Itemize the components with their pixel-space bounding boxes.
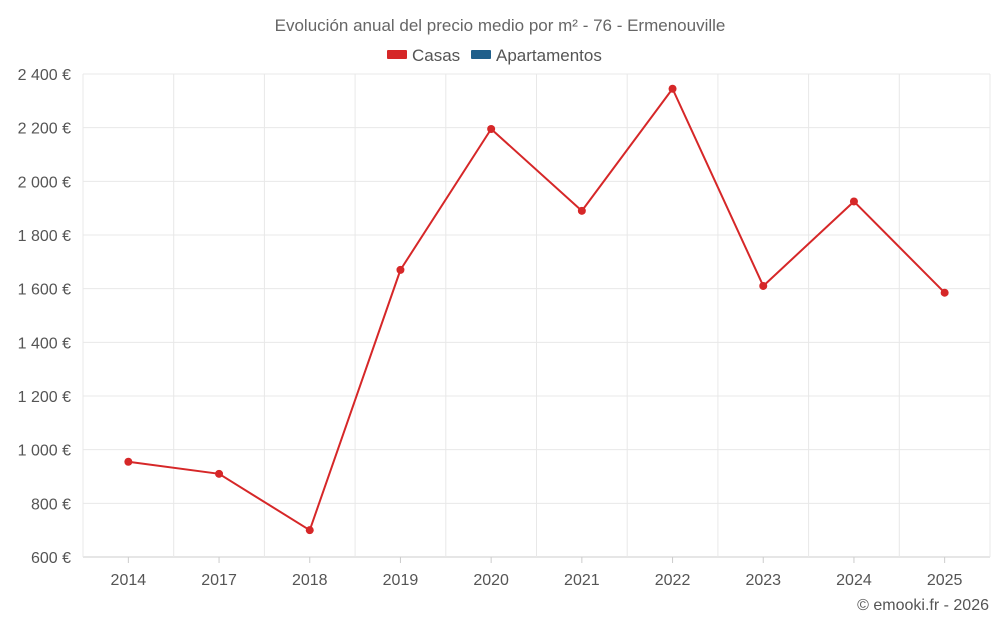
data-point[interactable] [759, 281, 768, 290]
legend-swatch-apartamentos [471, 50, 491, 59]
data-point[interactable] [577, 206, 586, 215]
y-tick-label: 2 400 € [18, 67, 71, 84]
y-tick-label: 2 000 € [18, 174, 71, 191]
series-line-casas [128, 87, 946, 532]
legend-label-apartamentos: Apartamentos [496, 46, 602, 65]
y-tick-label: 1 800 € [18, 228, 71, 245]
x-tick-label: 2021 [564, 572, 600, 589]
data-point[interactable] [305, 526, 314, 535]
legend: Casas Apartamentos [387, 46, 602, 65]
legend-item-apartamentos[interactable]: Apartamentos [471, 46, 602, 65]
y-tick-label: 1 200 € [18, 389, 71, 406]
x-tick-label: 2017 [201, 572, 237, 589]
data-point[interactable] [124, 457, 133, 466]
series-casas [124, 84, 949, 535]
y-tick-label: 1 000 € [18, 443, 71, 460]
y-tick-label: 1 600 € [18, 282, 71, 299]
x-tick-label: 2023 [745, 572, 781, 589]
x-tick-label: 2014 [111, 572, 147, 589]
data-point[interactable] [215, 469, 224, 478]
x-tick-label: 2019 [383, 572, 419, 589]
y-tick-label: 600 € [31, 550, 71, 567]
data-point[interactable] [396, 265, 405, 274]
y-tick-label: 2 200 € [18, 121, 71, 138]
y-tick-label: 1 400 € [18, 335, 71, 352]
data-point[interactable] [849, 197, 858, 206]
data-point[interactable] [940, 288, 949, 297]
x-tick-label: 2022 [655, 572, 691, 589]
x-tick-label: 2025 [927, 572, 963, 589]
legend-label-casas: Casas [412, 46, 460, 65]
data-point[interactable] [668, 84, 677, 93]
y-axis: 2 400 € 2 200 € 2 000 € 1 800 € 1 600 € 1 400… [18, 67, 71, 567]
credit-text: © emooki.fr - 2026 [857, 597, 989, 614]
legend-item-casas[interactable]: Casas [387, 46, 460, 65]
chart-title: Evolución anual del precio medio por m² … [275, 16, 726, 35]
x-axis: 2014 2017 2018 2019 2020 2021 2022 2023 2024 2025 [111, 557, 963, 589]
x-tick-label: 2018 [292, 572, 328, 589]
x-tick-label: 2020 [473, 572, 509, 589]
legend-swatch-casas [387, 50, 407, 59]
y-tick-label: 800 € [31, 496, 71, 513]
data-point[interactable] [487, 125, 496, 134]
x-tick-label: 2024 [836, 572, 872, 589]
grid [82, 73, 991, 558]
